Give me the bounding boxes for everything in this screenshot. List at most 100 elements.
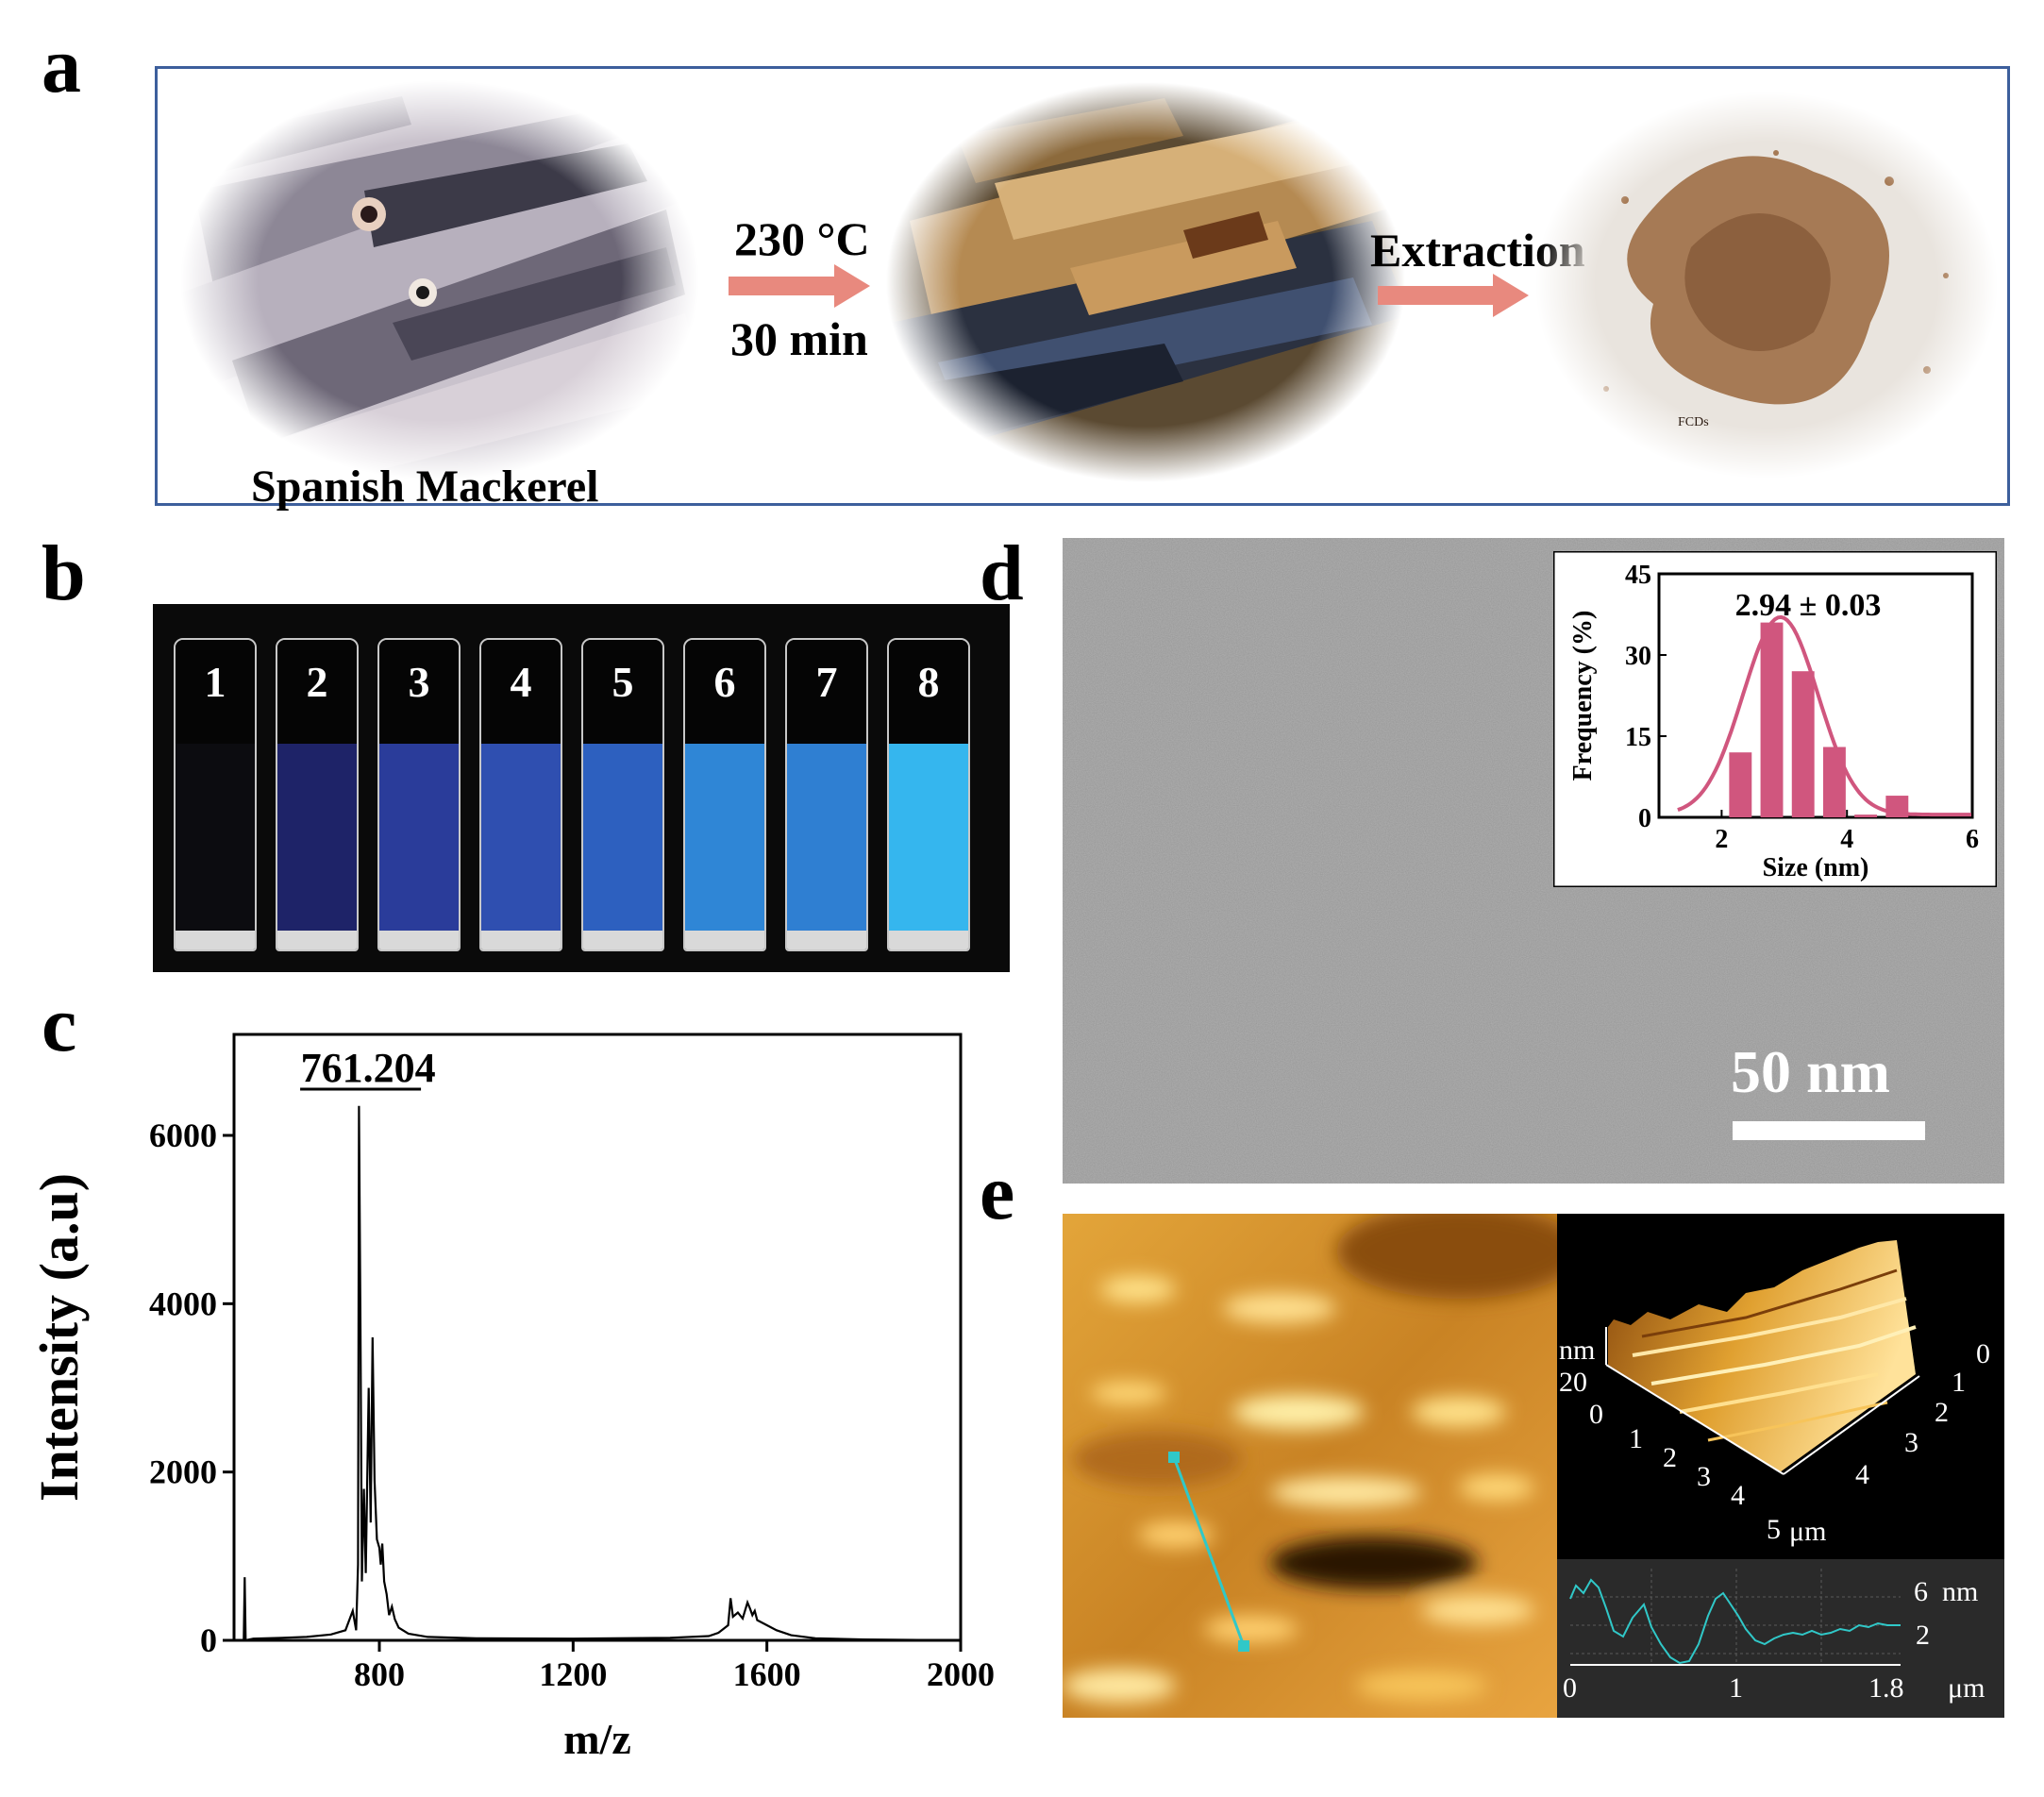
y-tick-label: 6000 <box>149 1117 217 1154</box>
peak-label: 761.204 <box>301 1045 436 1091</box>
x-tick-label: 2 <box>1715 825 1728 854</box>
profile-x-tick: 1 <box>1729 1672 1743 1704</box>
y-tick-label: 0 <box>200 1621 217 1659</box>
step1-time: 30 min <box>730 312 868 365</box>
arrow-right-icon <box>729 264 870 308</box>
cuvette-liquid <box>481 744 561 931</box>
fish-caption: Spanish Mackerel <box>251 462 599 512</box>
y-tick-label: 4 <box>1855 1459 1869 1490</box>
cuvette-number: 8 <box>917 658 940 706</box>
panel-a-frame <box>155 66 2010 506</box>
cuvette-photo: 1 2 3 4 5 6 7 8 <box>153 604 1010 972</box>
cuvette-liquid <box>787 744 866 931</box>
histogram-bar <box>1791 671 1815 817</box>
profile-y-tick: 6 <box>1914 1576 1928 1607</box>
histogram-bar <box>1760 622 1784 817</box>
x-tick-label: 2 <box>1663 1442 1677 1473</box>
x-tick-label: 4 <box>1731 1480 1745 1511</box>
x-tick-label: 1600 <box>733 1655 801 1693</box>
x-tick-label: 1200 <box>539 1655 607 1693</box>
plot-frame <box>232 1033 963 1642</box>
z-unit-label: nm <box>1559 1335 1596 1366</box>
fcd-powder-photo <box>1531 87 2002 483</box>
profile-x-unit: μm <box>1948 1672 1985 1704</box>
panel-label-d: d <box>980 529 1024 617</box>
mass-spectrum-chart: 800 1200 1600 2000 0 2000 4000 6000 761.204 m/z In… <box>28 1033 995 1763</box>
powder-label: FCDs <box>1678 415 1709 429</box>
afm-3d-view: nm 20 0 1 2 3 4 5 μm 0 1 2 3 4 <box>1557 1214 2004 1559</box>
cuvette-liquid <box>583 744 662 931</box>
profile-unit-label: nm <box>1942 1576 1979 1607</box>
histogram-bar <box>1729 752 1752 817</box>
y-tick-label: 1 <box>1952 1367 1966 1398</box>
profile-x-tick: 1.8 <box>1868 1672 1904 1704</box>
cuvette: 1 <box>174 638 257 951</box>
x-tick-label: 2000 <box>927 1655 995 1693</box>
z-max-label: 20 <box>1559 1367 1587 1398</box>
size-distribution-inset: 2 4 6 0 15 30 45 2.94 ± 0.03 Size (nm) Frequency … <box>1553 551 1997 887</box>
y-tick-label: 45 <box>1625 561 1651 590</box>
histogram-bar <box>1822 747 1846 817</box>
cuvette-number: 3 <box>408 658 430 706</box>
cuvette-number: 2 <box>306 658 328 706</box>
profile-x-tick: 0 <box>1563 1672 1577 1704</box>
tem-image <box>1063 538 2004 1184</box>
arrow-right-icon <box>1378 274 1529 317</box>
x-tick-label: 4 <box>1840 825 1853 854</box>
afm-height-profile: 6 nm 2 0 1 1.8 μm <box>1557 1559 2004 1718</box>
x-tick-label: 5 <box>1767 1514 1781 1545</box>
y-tick-label: 2 <box>1935 1397 1949 1428</box>
step1-temperature: 230 °C <box>734 212 870 265</box>
cuvette-number: 4 <box>510 658 532 706</box>
cuvette-liquid <box>685 744 764 931</box>
cuvette: 7 <box>785 638 868 951</box>
y-tick-label: 4000 <box>149 1285 217 1322</box>
grilled-fish-photo <box>881 79 1410 485</box>
profile-line <box>1172 1456 1246 1647</box>
profile-start-marker[interactable] <box>1168 1452 1180 1463</box>
cuvette-number: 7 <box>815 658 838 706</box>
spectrum-line <box>234 1105 962 1642</box>
cuvette: 3 <box>377 638 461 951</box>
y-tick-label: 30 <box>1625 642 1651 671</box>
y-axis-label: Frequency (%) <box>1568 611 1598 781</box>
x-tick-label: 1 <box>1629 1423 1643 1454</box>
panel-label-c: c <box>42 981 77 1068</box>
cuvette-liquid <box>277 744 357 931</box>
panel-label-a: a <box>42 22 81 109</box>
x-tick-label: 3 <box>1697 1461 1711 1492</box>
fish-photo <box>176 77 704 483</box>
x-axis-label: Size (nm) <box>1763 853 1869 882</box>
cuvette: 2 <box>276 638 359 951</box>
cuvette: 5 <box>581 638 664 951</box>
panel-label-e: e <box>980 1149 1015 1236</box>
y-axis-label: Intensity (a.u) <box>28 1173 90 1502</box>
cuvette: 6 <box>683 638 766 951</box>
profile-y-tick: 2 <box>1916 1620 1930 1651</box>
scale-bar <box>1733 1121 1925 1140</box>
cuvette-number: 5 <box>612 658 634 706</box>
y-tick-label: 0 <box>1976 1338 1990 1369</box>
x-tick-label: 800 <box>354 1655 405 1693</box>
cuvette: 8 <box>887 638 970 951</box>
cuvette-liquid <box>379 744 459 931</box>
cuvette: 4 <box>479 638 562 951</box>
fit-title: 2.94 ± 0.03 <box>1735 588 1882 623</box>
afm-height-image <box>1063 1214 1557 1718</box>
cuvette-number: 6 <box>713 658 736 706</box>
cuvette-liquid <box>176 744 255 931</box>
scale-bar-label: 50 nm <box>1731 1038 1890 1105</box>
x-tick-label: 6 <box>1966 825 1979 854</box>
x-axis-label: m/z <box>563 1715 631 1763</box>
y-tick-label: 0 <box>1638 804 1651 833</box>
profile-end-marker[interactable] <box>1238 1640 1249 1652</box>
y-tick-label: 2000 <box>149 1453 217 1491</box>
cuvette-number: 1 <box>204 658 226 706</box>
panel-label-b: b <box>42 529 86 617</box>
z-zero-label: 0 <box>1589 1399 1603 1430</box>
y-tick-label: 15 <box>1625 723 1651 752</box>
histogram-bar <box>1854 815 1878 817</box>
gaussian-fit-line <box>1677 614 1972 817</box>
y-tick-label: 3 <box>1904 1427 1918 1458</box>
xy-unit-label: μm <box>1789 1516 1827 1547</box>
